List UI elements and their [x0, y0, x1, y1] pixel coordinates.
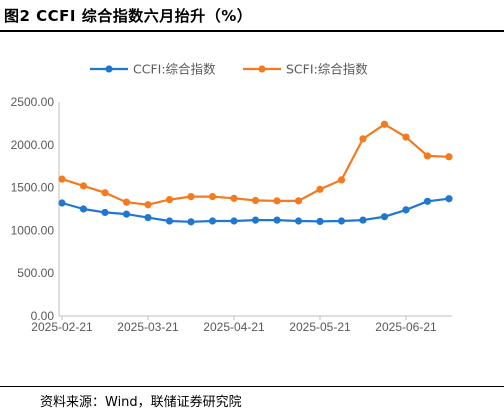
x-tick-label: 2025-02-21: [31, 320, 93, 334]
data-point: [187, 192, 195, 201]
data-point: [165, 195, 174, 204]
data-point: [445, 195, 453, 203]
y-tick-label: 2000.00: [11, 138, 55, 152]
legend-marker: [105, 65, 113, 73]
data-point: [294, 217, 303, 225]
data-point: [273, 197, 281, 205]
data-point: [208, 217, 217, 225]
data-point: [144, 201, 152, 209]
data-point: [165, 217, 174, 225]
data-point: [380, 120, 389, 128]
source-note: 资料来源：Wind，联储证券研究院: [40, 395, 242, 410]
x-tick-label: 2025-05-21: [289, 320, 351, 334]
data-point: [187, 218, 195, 226]
data-point: [58, 175, 66, 183]
x-tick-label: 2025-06-21: [375, 320, 437, 334]
data-point: [230, 217, 238, 225]
legend-label: SCFI:综合指数: [286, 62, 368, 77]
data-point: [101, 208, 109, 217]
data-point: [445, 153, 453, 161]
title-divider: [0, 30, 504, 32]
data-point: [208, 192, 217, 201]
data-point: [359, 216, 367, 224]
data-point: [337, 217, 346, 225]
chart-axes: 0.00 500.00 1000.00 1500.00 2000.00 2500.00 20…: [11, 95, 452, 334]
data-point: [423, 197, 432, 205]
data-point: [122, 210, 131, 218]
y-tick-label: 0.00: [31, 309, 55, 323]
data-point: [144, 213, 152, 222]
data-point: [58, 199, 66, 207]
series-layer: [58, 120, 453, 226]
data-point: [101, 189, 109, 197]
x-tick-label: 2025-03-21: [117, 320, 179, 334]
data-point: [251, 196, 260, 205]
data-point: [79, 205, 88, 213]
legend-marker: [258, 65, 266, 73]
data-point: [122, 198, 131, 206]
chart-legend: CCFI:综合指数 SCFI:综合指数: [90, 62, 368, 77]
y-tick-label: 500.00: [17, 266, 54, 280]
figure-title: 图2 CCFI 综合指数六月抬升（%）: [4, 7, 253, 25]
legend-label: CCFI:综合指数: [133, 62, 216, 77]
series-line-2: [61, 123, 450, 206]
data-point: [337, 176, 346, 184]
data-point: [402, 133, 410, 141]
data-point: [79, 182, 88, 190]
y-tick-label: 2500.00: [11, 95, 55, 109]
data-point: [273, 216, 281, 224]
data-point: [402, 206, 410, 214]
data-point: [294, 197, 303, 205]
source-divider: [0, 386, 504, 387]
data-point: [316, 217, 324, 226]
data-point: [380, 213, 389, 221]
y-tick-label: 1000.00: [11, 223, 55, 237]
data-point: [423, 152, 432, 160]
x-tick-label: 2025-04-21: [203, 320, 265, 334]
data-point: [251, 216, 260, 224]
data-point: [230, 194, 238, 202]
data-point: [359, 135, 367, 143]
data-point: [316, 185, 324, 193]
y-tick-label: 1500.00: [11, 181, 55, 195]
